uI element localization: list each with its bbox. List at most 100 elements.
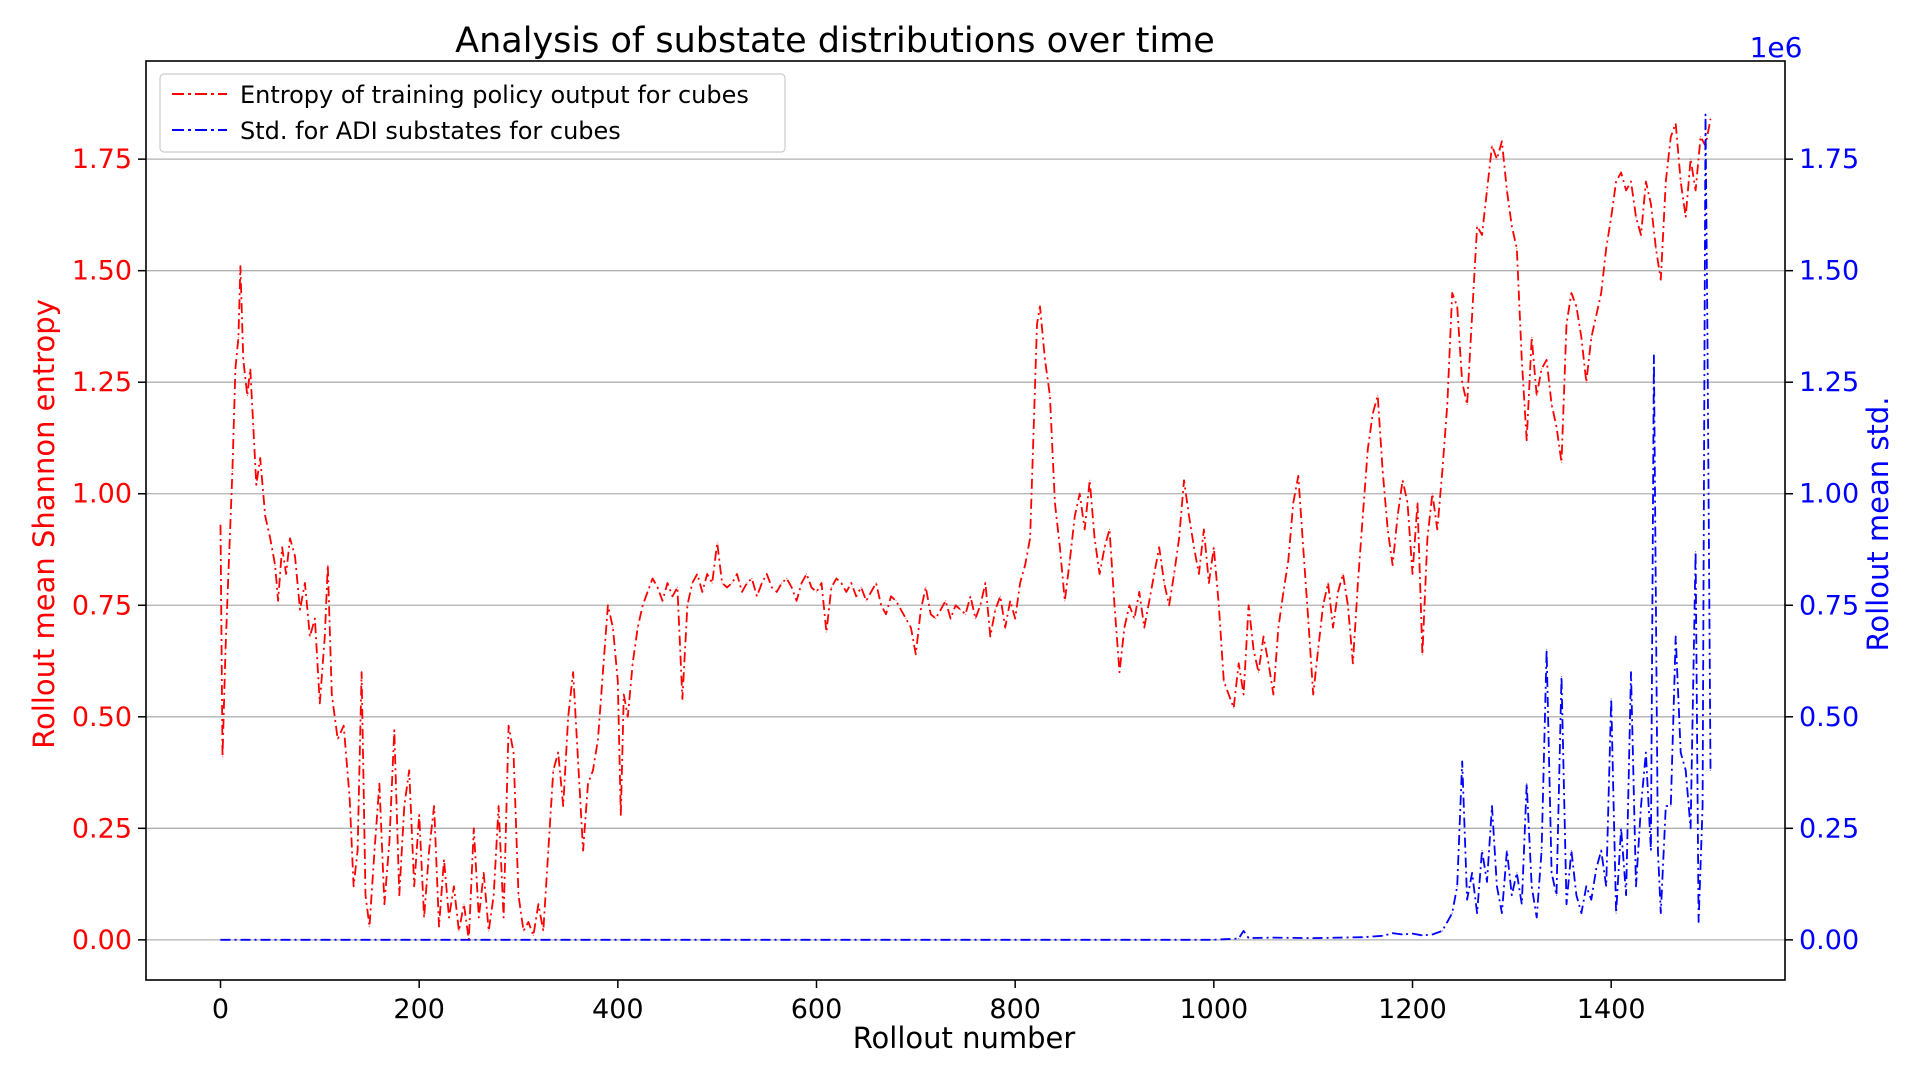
series-1-point-66 (1698, 921, 1700, 923)
series-1-point-24 (1496, 885, 1498, 887)
series-0-point-241 (1372, 412, 1374, 414)
series-0-point-266 (1496, 158, 1498, 160)
series-1-point-3 (1243, 930, 1245, 932)
series-0-point-120 (776, 591, 778, 593)
right-y-tick-label-2: 0.50 (1799, 702, 1859, 733)
series-0-point-305 (1690, 158, 1692, 160)
series-0-point-105 (701, 591, 703, 593)
series-0-point-35 (361, 671, 363, 673)
series-0-point-131 (830, 586, 833, 589)
series-0-point-272 (1526, 439, 1528, 441)
series-1-point-48 (1615, 912, 1617, 914)
series-0-point-158 (964, 613, 967, 615)
series-0-point-264 (1486, 189, 1488, 191)
series-0-point-197 (1153, 573, 1155, 575)
x-tick-label-4: 800 (989, 994, 1041, 1025)
series-0-point-170 (1024, 564, 1026, 566)
series-0-point-286 (1595, 314, 1597, 316)
series-0-point-45 (408, 769, 410, 771)
series-0-point-249 (1411, 573, 1414, 575)
series-0-point-81 (587, 783, 589, 785)
series-0-point-176 (1049, 395, 1051, 397)
series-0-point-202 (1178, 537, 1180, 539)
series-1-point-10 (1402, 933, 1404, 936)
series-0-point-13 (259, 457, 261, 459)
series-0 (219, 118, 1712, 941)
series-0-point-292 (1625, 189, 1627, 191)
series-0-point-19 (285, 573, 287, 575)
series-0-point-287 (1600, 292, 1602, 294)
series-0-point-234 (1337, 591, 1339, 593)
series-1-point-54 (1645, 751, 1647, 754)
series-0-point-183 (1084, 528, 1086, 531)
series-0-point-275 (1541, 368, 1543, 370)
series-0-point-196 (1148, 600, 1150, 602)
series-0-point-302 (1675, 122, 1677, 125)
series-0-point-232 (1327, 582, 1329, 584)
series-1-point-45 (1600, 850, 1602, 852)
series-1-point-62 (1680, 751, 1682, 754)
series-1-point-16 (1456, 885, 1458, 887)
series-1-point-67 (1702, 805, 1704, 807)
series-0-point-22 (299, 609, 301, 611)
series-0-point-91 (632, 662, 634, 664)
series-0-point-61 (488, 930, 490, 932)
series-0-point-146 (905, 618, 907, 620)
series-1-point-11 (1411, 933, 1414, 935)
series-1-point-50 (1625, 894, 1627, 896)
series-0-point-71 (537, 903, 540, 905)
series-0-point-6 (237, 337, 239, 339)
series-0-point-134 (845, 591, 847, 593)
series-0-point-259 (1461, 381, 1463, 383)
series-0-point-51 (438, 925, 440, 928)
series-0-point-211 (1223, 680, 1225, 682)
series-line-0 (219, 118, 1712, 941)
series-1-point-40 (1575, 894, 1577, 896)
series-0-point-24 (309, 635, 311, 638)
series-0-point-128 (815, 591, 818, 593)
series-0-point-156 (955, 604, 957, 606)
series-0-point-15 (269, 537, 271, 539)
series-1-point-53 (1640, 805, 1642, 807)
series-0-point-143 (890, 595, 892, 597)
series-0-point-33 (353, 885, 355, 887)
series-1-point-21 (1481, 850, 1483, 852)
series-0-point-288 (1605, 247, 1607, 249)
series-0-point-48 (423, 916, 425, 919)
left-y-axis-label: Rollout mean Shannon entropy (27, 299, 61, 749)
right-y-axis-ticks: 0.00 0.25 0.50 0.75 1.00 1.25 1.50 1.75 (1785, 144, 1859, 956)
series-0-point-96 (657, 586, 659, 589)
series-0-point-244 (1387, 528, 1389, 531)
series-0-point-3 (227, 573, 229, 575)
series-1-point-29 (1521, 903, 1523, 905)
x-tick-label-5: 1000 (1179, 994, 1248, 1025)
series-0-point-28 (327, 564, 329, 566)
legend: Entropy of training policy output for cu… (159, 73, 786, 153)
series-0-point-267 (1501, 140, 1503, 142)
series-0-point-93 (642, 604, 644, 606)
series-1-point-27 (1511, 894, 1513, 896)
series-0-point-123 (791, 586, 793, 589)
series-0-point-298 (1655, 247, 1657, 249)
series-0-point-307 (1700, 136, 1702, 138)
series-1-point-30 (1526, 783, 1528, 785)
series-0-point-17 (277, 600, 279, 602)
series-0-point-203 (1183, 479, 1185, 481)
series-1-point-56 (1653, 354, 1655, 356)
right-y-tick-label-1: 0.25 (1799, 813, 1859, 844)
series-1-point-12 (1421, 934, 1423, 937)
series-1-point-23 (1491, 805, 1493, 807)
series-0-point-141 (880, 604, 882, 606)
series-1-point-69 (1706, 341, 1709, 343)
series-0-point-64 (503, 916, 505, 919)
series-0-point-175 (1044, 359, 1046, 361)
right-y-tick-label-6: 1.50 (1799, 256, 1859, 287)
series-0-point-261 (1471, 314, 1473, 316)
series-0-point-86 (612, 627, 614, 629)
series-0-point-238 (1357, 582, 1359, 584)
series-1-point-68 (1704, 113, 1707, 116)
series-1-point-34 (1546, 649, 1548, 651)
series-0-point-26 (319, 702, 321, 705)
series-0-point-18 (281, 546, 283, 548)
